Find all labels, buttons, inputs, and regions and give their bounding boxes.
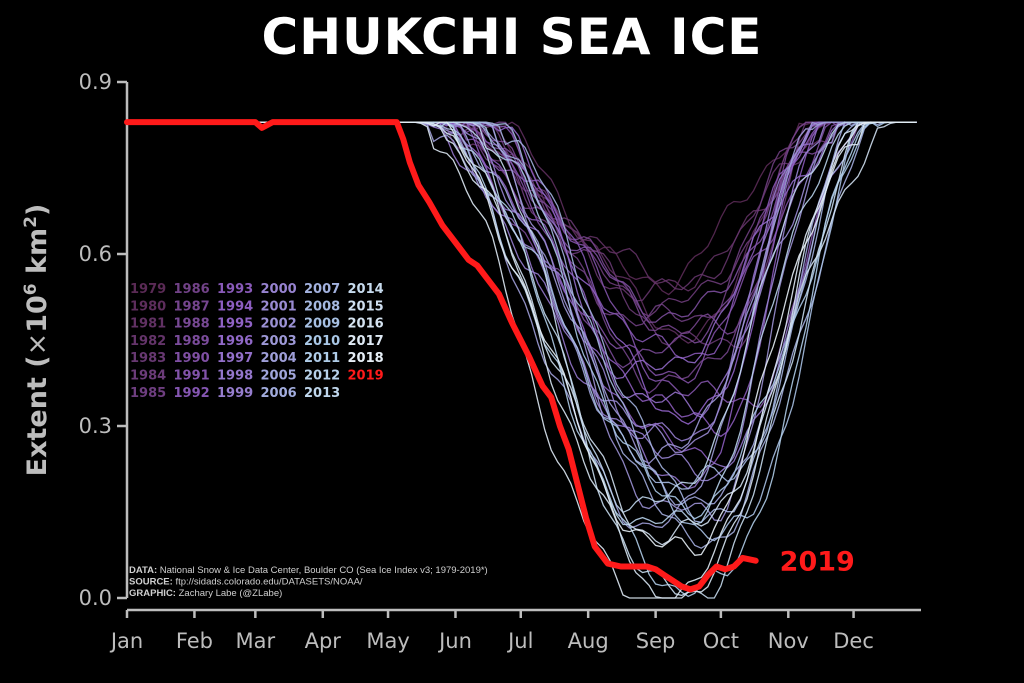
y-tick-label: 0.6	[79, 242, 112, 266]
legend-year-1985: 1985	[130, 386, 166, 401]
legend-year-2015: 2015	[348, 299, 384, 314]
legend-year-1981: 1981	[130, 317, 166, 332]
credits-block: DATA: National Snow & Ice Data Center, B…	[129, 565, 488, 599]
legend-year-2009: 2009	[304, 317, 340, 332]
legend-year-2007: 2007	[304, 282, 340, 297]
credit-line: SOURCE: ftp://sidads.colorado.edu/DATASE…	[129, 577, 363, 588]
credit-line: GRAPHIC: Zachary Labe (@ZLabe)	[129, 588, 282, 599]
legend-year-1999: 1999	[217, 386, 253, 401]
legend-year-2000: 2000	[261, 282, 297, 297]
x-tick-label: Nov	[768, 629, 809, 653]
legend-year-2016: 2016	[348, 317, 384, 332]
legend-year-1991: 1991	[174, 369, 210, 384]
highlight-series-group: 2019	[124, 119, 855, 593]
x-tick-label: Dec	[833, 629, 874, 653]
legend-year-2017: 2017	[348, 334, 384, 349]
x-tick-label: May	[366, 629, 409, 653]
series-line-2019	[124, 119, 759, 593]
annotation-2019: 2019	[780, 547, 855, 578]
legend-year-1983: 1983	[130, 351, 166, 366]
legend-year-2002: 2002	[261, 317, 297, 332]
legend-year-2001: 2001	[261, 299, 297, 314]
legend-year-2004: 2004	[261, 351, 297, 366]
x-tick-label: Apr	[305, 629, 342, 653]
legend-year-2019: 2019	[348, 369, 384, 384]
legend-year-2013: 2013	[304, 386, 340, 401]
x-tick-label: Aug	[568, 629, 609, 653]
legend-year-1997: 1997	[217, 351, 253, 366]
legend-year-2006: 2006	[261, 386, 297, 401]
legend-year-1990: 1990	[174, 351, 210, 366]
legend-year-1986: 1986	[174, 282, 210, 297]
legend-year-1979: 1979	[130, 282, 166, 297]
legend-year-1993: 1993	[217, 282, 253, 297]
legend-year-2012: 2012	[304, 369, 340, 384]
legend-year-1996: 1996	[217, 334, 253, 349]
x-tick-label: Sep	[636, 629, 676, 653]
legend-year-1987: 1987	[174, 299, 210, 314]
legend-year-1998: 1998	[217, 369, 253, 384]
legend-year-1982: 1982	[130, 334, 166, 349]
legend-year-1984: 1984	[130, 369, 166, 384]
year-legend: 1979 1980 1981 1982 1983 1984 1985 1986 1987 1988…	[130, 282, 384, 401]
chart-title: CHUKCHI SEA ICE	[261, 8, 763, 66]
legend-year-2005: 2005	[261, 369, 297, 384]
legend-year-1989: 1989	[174, 334, 210, 349]
x-tick-label: Oct	[703, 629, 739, 653]
x-tick-label: Jul	[506, 629, 533, 653]
legend-year-2010: 2010	[304, 334, 340, 349]
legend-year-2008: 2008	[304, 299, 340, 314]
x-tick-label: Feb	[176, 629, 213, 653]
legend-year-1994: 1994	[217, 299, 253, 314]
legend-year-2011: 2011	[304, 351, 340, 366]
x-tick-label: Jan	[109, 629, 143, 653]
legend-year-2014: 2014	[348, 282, 384, 297]
legend-year-1995: 1995	[217, 317, 253, 332]
legend-year-2003: 2003	[261, 334, 297, 349]
y-tick-label: 0.9	[79, 70, 112, 94]
x-tick-label: Jun	[437, 629, 472, 653]
legend-year-2018: 2018	[348, 351, 384, 366]
y-tick-label: 0.3	[79, 414, 112, 438]
credit-line: DATA: National Snow & Ice Data Center, B…	[129, 565, 488, 576]
legend-year-1988: 1988	[174, 317, 210, 332]
legend-year-1980: 1980	[130, 299, 166, 314]
y-axis-label: Extent (×106 km2)	[21, 204, 53, 477]
x-tick-label: Mar	[236, 629, 276, 653]
legend-year-1992: 1992	[174, 386, 210, 401]
axes: 0.0 0.3 0.6 0.9 Jan Feb Mar Apr May Jun Jul Aug Sep O…	[21, 70, 921, 653]
y-tick-label: 0.0	[79, 586, 112, 610]
